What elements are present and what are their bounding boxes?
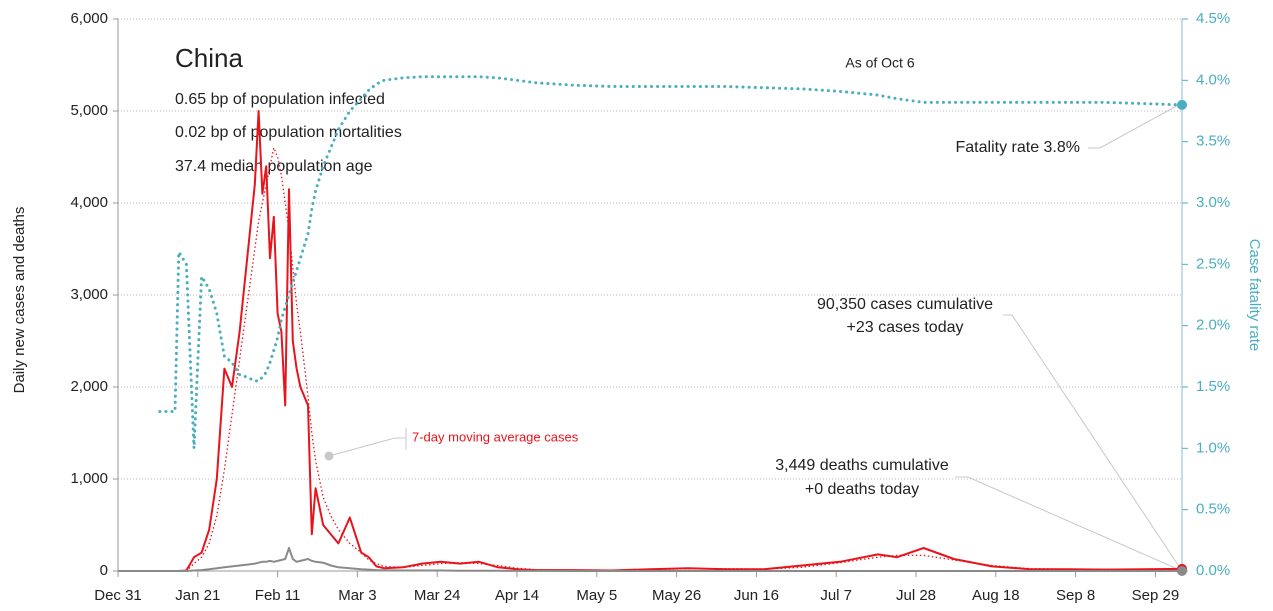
leader-line [955,476,1183,572]
x-tick-label: Dec 31 [94,587,142,604]
series-line [158,75,1184,450]
x-tick-label: Aug 18 [972,587,1020,604]
annotation: As of Oct 6 [845,55,914,71]
annotation: 7-day moving average cases [412,429,579,444]
x-tick-label: Sep 8 [1056,587,1095,604]
y2-tick-label: 1.0% [1196,439,1230,456]
annotation: +23 cases today [847,319,964,336]
y2-tick-label: 2.5% [1196,255,1230,272]
y-tick-label: 1,000 [70,470,108,487]
x-tick-label: Jun 16 [734,587,779,604]
annotation: Fatality rate 3.8% [956,139,1081,156]
x-tick-label: May 26 [652,587,701,604]
x-tick-label: Feb 11 [255,587,301,604]
y-tick-label: 5,000 [70,102,108,119]
x-tick-label: Mar 3 [338,587,376,604]
y-axis-label: Daily new cases and deaths [11,207,28,394]
y2-tick-label: 4.5% [1196,10,1230,27]
x-tick-label: Apr 14 [495,587,539,604]
y-tick-label: 6,000 [70,10,108,27]
x-tick-label: May 5 [576,587,617,604]
x-tick-label: Jul 28 [896,587,936,604]
y-tick-label: 3,000 [70,286,108,303]
x-tick-label: Sep 29 [1132,587,1180,604]
x-tick-label: Jul 7 [820,587,852,604]
y2-axis-label: Case fatality rate [1246,239,1263,352]
series-line [118,147,1183,572]
y2-tick-label: 3.0% [1196,194,1230,211]
leader-line [1003,314,1183,572]
annotation: 0.02 bp of population mortalities [175,124,402,141]
y2-tick-label: 2.0% [1196,317,1230,334]
end-dot [1177,566,1187,576]
leader-line [328,437,406,457]
y2-tick-label: 3.5% [1196,133,1230,150]
y-tick-label: 0 [100,562,108,579]
x-tick-label: Jan 21 [175,587,220,604]
end-dot [1177,99,1187,110]
annotation: +0 deaths today [805,481,919,498]
y2-tick-label: 4.0% [1196,71,1230,88]
annotation: 3,449 deaths cumulative [775,457,949,474]
annotation-dot [324,451,334,461]
y-tick-label: 4,000 [70,194,108,211]
annotation: 0.65 bp of population infected [175,91,385,108]
y2-tick-label: 0.5% [1196,501,1230,518]
annotation: 37.4 median population age [175,158,373,175]
annotation: 90,350 cases cumulative [817,296,993,313]
series-line [118,547,1182,572]
x-tick-label: Mar 24 [414,587,461,604]
y2-tick-label: 0.0% [1196,562,1230,579]
y-tick-label: 2,000 [70,378,108,395]
chart-title: China [175,43,243,73]
series-line [118,110,1183,572]
leader-line [1088,102,1183,149]
y2-tick-label: 1.5% [1196,378,1230,395]
